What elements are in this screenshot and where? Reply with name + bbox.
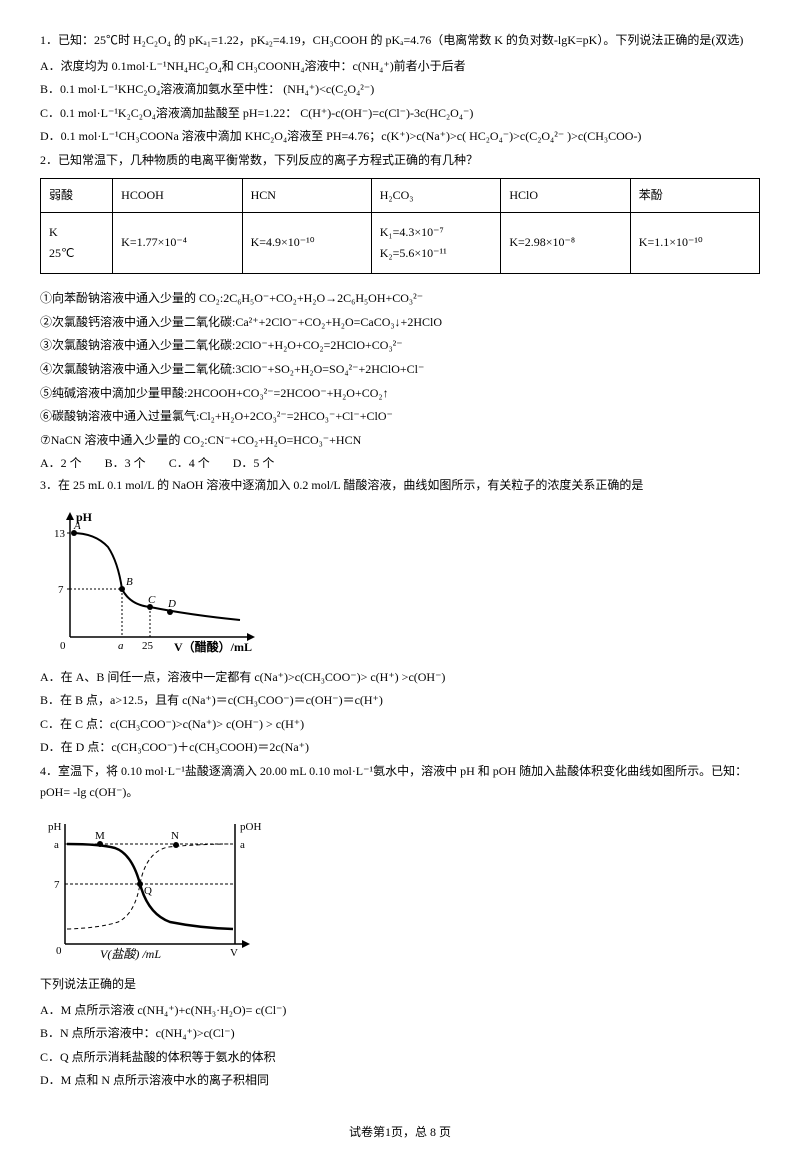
q2-item-7: ⑦NaCN 溶液中通入少量的 CO₂:CN⁻+CO₂+H₂O=HCO₃⁻+HCN — [40, 430, 760, 452]
q2-item-2: ②次氯酸钙溶液中通入少量二氧化碳:Ca²⁺+2ClO⁻+CO₂+H₂O=CaCO… — [40, 312, 760, 334]
cell: K=4.9×10⁻¹⁰ — [242, 213, 371, 274]
q3-stem: 3．在 25 mL 0.1 mol/L 的 NaOH 溶液中逐滴加入 0.2 m… — [40, 475, 760, 497]
q2-item-6: ⑥碳酸钠溶液中通入过量氯气:Cl₂+H₂O+2CO₃²⁻=2HCO₃⁻+Cl⁻+… — [40, 406, 760, 428]
cell: 苯酚 — [630, 178, 759, 213]
q3-graph: pH 13 7 0 a 25 V（醋酸）/mL A B C D — [40, 507, 760, 657]
svg-text:a: a — [118, 640, 124, 652]
svg-text:D: D — [167, 598, 176, 610]
q4-graph: pH pOH a a 7 0 M N Q V(盐酸) /mL V — [40, 814, 760, 964]
q4-opt-b: B．N 点所示溶液中：c(NH₄⁺)>c(Cl⁻) — [40, 1023, 760, 1045]
cell: K=1.77×10⁻⁴ — [113, 213, 242, 274]
cell: K=2.98×10⁻⁸ — [501, 213, 630, 274]
svg-text:pH: pH — [48, 821, 62, 833]
q1-opt-d: D．0.1 mol·L⁻¹CH₃COONa 溶液中滴加 KHC₂O₄溶液至 PH… — [40, 126, 760, 148]
q2-item-3: ③次氯酸钠溶液中通入少量二氧化碳:2ClO⁻+H₂O+CO₂=2HClO+CO₃… — [40, 335, 760, 357]
q4-sub: 下列说法正确的是 — [40, 974, 760, 996]
q3-opt-c: C．在 C 点：c(CH₃COO⁻)>c(Na⁺)> c(OH⁻) > c(H⁺… — [40, 714, 760, 736]
table-row: K 25℃ K=1.77×10⁻⁴ K=4.9×10⁻¹⁰ K₁=4.3×10⁻… — [41, 213, 760, 274]
svg-text:B: B — [126, 576, 133, 588]
cell: HClO — [501, 178, 630, 213]
page-footer: 试卷第1页，总 8 页 — [40, 1122, 760, 1144]
q2-item-4: ④次氯酸钠溶液中通入少量二氧化硫:3ClO⁻+SO₂+H₂O=SO₄²⁻+2HC… — [40, 359, 760, 381]
q2-options: A．2 个 B．3 个 C．4 个 D．5 个 — [40, 453, 760, 475]
svg-text:pOH: pOH — [240, 821, 261, 833]
q2-stem: 2．已知常温下，几种物质的电离平衡常数，下列反应的离子方程式正确的有几种？ — [40, 150, 760, 172]
q4-opt-d: D．M 点和 N 点所示溶液中水的离子积相同 — [40, 1070, 760, 1092]
svg-text:a: a — [240, 839, 245, 851]
svg-text:Q: Q — [144, 885, 152, 897]
q2-opt-b: B．3 个 — [105, 456, 146, 470]
q2-item-1: ①向苯酚钠溶液中通入少量的 CO₂:2C₆H₅O⁻+CO₂+H₂O→2C₆H₅O… — [40, 288, 760, 310]
svg-text:25: 25 — [142, 640, 154, 652]
svg-text:N: N — [171, 830, 179, 842]
q3-opt-d: D．在 D 点：c(CH₃COO⁻)＋c(CH₃COOH)＝2c(Na⁺) — [40, 737, 760, 759]
svg-text:V: V — [230, 947, 238, 959]
q3-opt-a: A．在 A、B 间任一点，溶液中一定都有 c(Na⁺)>c(CH₃COO⁻)> … — [40, 667, 760, 689]
svg-text:7: 7 — [54, 879, 60, 891]
q1-opt-a: A．浓度均为 0.1mol·L⁻¹NH₄HC₂O₄和 CH₃COONH₄溶液中：… — [40, 56, 760, 78]
cell: K₁=4.3×10⁻⁷ K₂=5.6×10⁻¹¹ — [371, 213, 501, 274]
svg-text:V(盐酸) /mL: V(盐酸) /mL — [100, 947, 161, 961]
q3-opt-b: B．在 B 点，a>12.5，且有 c(Na⁺)＝c(CH₃COO⁻)＝c(OH… — [40, 690, 760, 712]
cell: K=1.1×10⁻¹⁰ — [630, 213, 759, 274]
q1-opt-c: C．0.1 mol·L⁻¹K₂C₂O₄溶液滴加盐酸至 pH=1.22： C(H⁺… — [40, 103, 760, 125]
q1-stem: 1．已知：25℃时 H₂C₂O₄ 的 pKₐ₁=1.22，pKₐ₂=4.19，C… — [40, 30, 760, 52]
svg-text:a: a — [54, 839, 59, 851]
q1-opt-b: B．0.1 mol·L⁻¹KHC₂O₄溶液滴加氨水至中性： (NH₄⁺)<c(C… — [40, 79, 760, 101]
svg-text:V（醋酸）/mL: V（醋酸）/mL — [174, 639, 252, 654]
svg-text:7: 7 — [58, 584, 64, 596]
cell: H₂CO₃ — [371, 178, 501, 213]
svg-text:M: M — [95, 830, 105, 842]
q2-opt-c: C．4 个 — [169, 456, 210, 470]
svg-text:A: A — [73, 520, 81, 532]
table-row: 弱酸 HCOOH HCN H₂CO₃ HClO 苯酚 — [41, 178, 760, 213]
q4-stem: 4．室温下，将 0.10 mol·L⁻¹盐酸逐滴滴入 20.00 mL 0.10… — [40, 761, 760, 804]
svg-text:0: 0 — [56, 945, 62, 957]
cell: K 25℃ — [41, 213, 113, 274]
q2-opt-d: D．5 个 — [233, 456, 275, 470]
svg-text:13: 13 — [54, 528, 66, 540]
cell: HCN — [242, 178, 371, 213]
svg-text:0: 0 — [60, 640, 66, 652]
q4-opt-c: C．Q 点所示消耗盐酸的体积等于氨水的体积 — [40, 1047, 760, 1069]
q4-opt-a: A．M 点所示溶液 c(NH₄⁺)+c(NH₃·H₂O)= c(Cl⁻) — [40, 1000, 760, 1022]
cell: 弱酸 — [41, 178, 113, 213]
svg-text:C: C — [148, 594, 156, 606]
q2-opt-a: A．2 个 — [40, 456, 82, 470]
cell: HCOOH — [113, 178, 242, 213]
q2-item-5: ⑤纯碱溶液中滴加少量甲酸:2HCOOH+CO₃²⁻=2HCOO⁻+H₂O+CO₂… — [40, 383, 760, 405]
q2-table: 弱酸 HCOOH HCN H₂CO₃ HClO 苯酚 K 25℃ K=1.77×… — [40, 178, 760, 275]
